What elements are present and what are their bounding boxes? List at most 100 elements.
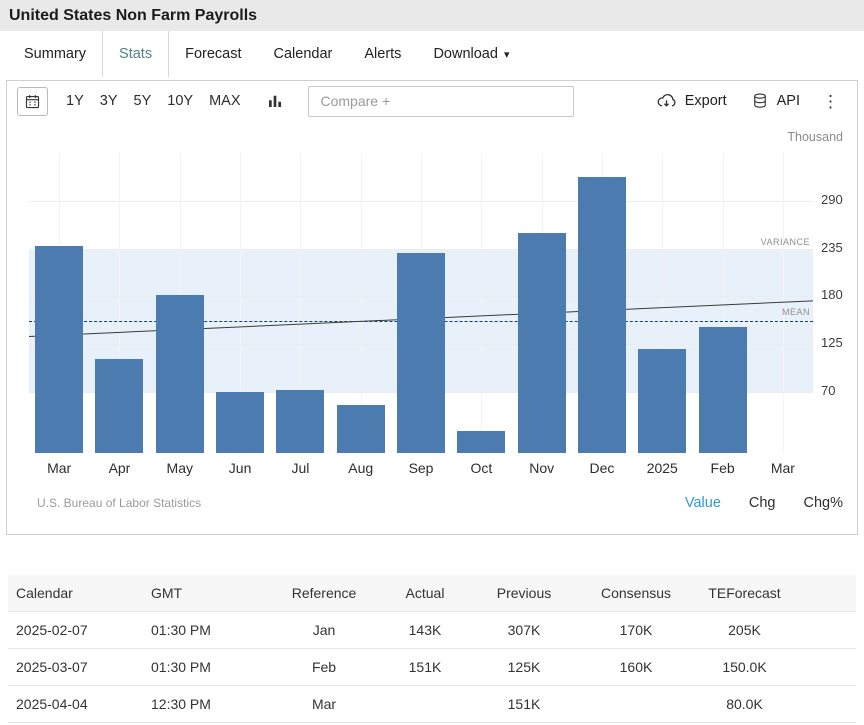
calendar-table-wrap: Calendar GMT Reference Actual Previous Consen… <box>8 575 856 723</box>
bar-column <box>270 153 330 453</box>
table-cell: 01:30 PM <box>143 648 269 686</box>
bar-column <box>150 153 210 453</box>
bar-feb[interactable] <box>698 326 747 453</box>
api-label: API <box>776 93 800 109</box>
bar-aug[interactable] <box>336 405 385 453</box>
x-axis-label: 2025 <box>646 460 678 476</box>
bar-column <box>753 153 813 453</box>
kebab-icon: ⋮ <box>822 91 839 111</box>
tab-label: Alerts <box>364 46 402 62</box>
tab-download[interactable]: Download ▾ <box>417 31 525 77</box>
table-cell: Feb <box>269 648 379 686</box>
calendar-table: Calendar GMT Reference Actual Previous Consen… <box>8 575 856 723</box>
table-cell: 170K <box>577 611 695 649</box>
table-row[interactable]: 2025-04-04 12:30 PM Mar 151K 80.0K <box>8 685 856 723</box>
api-button[interactable]: API <box>741 88 810 114</box>
range-button-5y[interactable]: 5Y <box>126 89 160 113</box>
y-axis-tick-label: 125 <box>821 335 843 351</box>
table-row[interactable]: 2025-02-07 01:30 PM Jan 143K 307K 170K 205K <box>8 611 856 649</box>
x-axis-label: May <box>166 460 193 476</box>
chart-type-button[interactable] <box>260 89 290 113</box>
table-cell: 80.0K <box>695 685 856 723</box>
x-axis-label: Jun <box>228 460 252 476</box>
table-cell: 151K <box>471 685 577 723</box>
table-cell: Mar <box>269 685 379 723</box>
x-axis-label: Nov <box>529 460 555 476</box>
table-cell: 2025-02-07 <box>8 611 143 649</box>
table-cell: 205K <box>695 611 856 649</box>
chart-plot-area: VARIANCE MEAN <box>29 153 813 453</box>
caret-down-icon: ▾ <box>503 48 510 61</box>
tab-calendar[interactable]: Calendar <box>258 31 349 77</box>
table-cell <box>577 685 695 723</box>
tab-stats[interactable]: Stats <box>102 31 170 77</box>
chart-legend: Value Chg Chg% <box>685 495 843 511</box>
table-cell: 2025-03-07 <box>8 648 143 686</box>
y-axis: 70 125 180 235 290 <box>813 153 857 453</box>
calendar-range-button[interactable] <box>17 86 48 116</box>
variance-label: VARIANCE <box>760 236 810 247</box>
bar-may[interactable] <box>155 294 204 453</box>
table-cell: 2025-04-04 <box>8 685 143 723</box>
column-header-previous: Previous <box>471 575 577 612</box>
column-header-actual: Actual <box>379 575 471 612</box>
range-button-3y[interactable]: 3Y <box>92 89 126 113</box>
calendar-icon <box>25 94 40 108</box>
bar-apr[interactable] <box>95 359 144 453</box>
bar-dec[interactable] <box>577 177 626 453</box>
column-header-calendar: Calendar <box>8 575 143 612</box>
chart-unit-label: Thousand <box>787 130 843 144</box>
bar-jun[interactable] <box>216 392 265 453</box>
export-label: Export <box>684 93 727 109</box>
chart-footer: U.S. Bureau of Labor Statistics Value Chg… <box>7 480 857 534</box>
bar-2025[interactable] <box>638 348 687 453</box>
mean-label: MEAN <box>781 306 810 317</box>
compare-input[interactable] <box>308 85 575 117</box>
range-button-max[interactable]: MAX <box>201 89 248 113</box>
bar-column <box>89 153 149 453</box>
tab-alerts[interactable]: Alerts <box>348 31 417 77</box>
page-title: United States Non Farm Payrolls <box>9 7 258 24</box>
legend-chg[interactable]: Chg <box>748 495 776 511</box>
x-axis-label: Sep <box>408 460 434 476</box>
table-row[interactable]: 2025-03-07 01:30 PM Feb 151K 125K 160K 150.0K <box>8 648 856 686</box>
bar-oct[interactable] <box>457 431 506 453</box>
tab-forecast[interactable]: Forecast <box>169 31 257 77</box>
column-header-consensus: Consensus <box>577 575 695 612</box>
bar-sep[interactable] <box>397 253 446 453</box>
title-bar: United States Non Farm Payrolls <box>0 0 864 31</box>
bar-nov[interactable] <box>517 233 566 453</box>
x-axis-label: Mar <box>47 460 72 476</box>
x-axis-label: Dec <box>589 460 615 476</box>
tab-label: Forecast <box>185 46 242 62</box>
legend-chgpct[interactable]: Chg% <box>803 495 844 511</box>
chart-source: U.S. Bureau of Labor Statistics <box>37 496 202 510</box>
column-header-reference: Reference <box>269 575 379 612</box>
bar-column <box>572 153 632 453</box>
bar-mar[interactable] <box>35 246 84 453</box>
range-button-1y[interactable]: 1Y <box>58 89 92 113</box>
more-menu-button[interactable]: ⋮ <box>814 93 847 110</box>
legend-value[interactable]: Value <box>684 495 721 511</box>
range-buttons: 1Y 3Y 5Y 10Y MAX <box>58 89 248 113</box>
y-axis-tick-label: 235 <box>821 239 843 255</box>
range-button-10y[interactable]: 10Y <box>159 89 201 113</box>
bar-jul[interactable] <box>276 390 325 453</box>
export-button[interactable]: Export <box>646 87 737 116</box>
table-cell: 307K <box>471 611 577 649</box>
table-cell: 151K <box>379 648 471 686</box>
bar-column <box>331 153 391 453</box>
bar-column <box>692 153 752 453</box>
tab-label: Download <box>433 46 498 62</box>
column-header-gmt: GMT <box>143 575 269 612</box>
vertical-gridline <box>782 153 784 453</box>
bar-chart-icon <box>269 95 282 107</box>
tab-label: Stats <box>119 46 153 62</box>
table-header-row: Calendar GMT Reference Actual Previous Consen… <box>8 575 856 612</box>
bar-column <box>451 153 511 453</box>
tab-bar: Summary Stats Forecast Calendar Alerts Downlo… <box>0 31 864 77</box>
tab-summary[interactable]: Summary <box>8 31 102 77</box>
y-axis-tick-label: 70 <box>821 383 836 399</box>
